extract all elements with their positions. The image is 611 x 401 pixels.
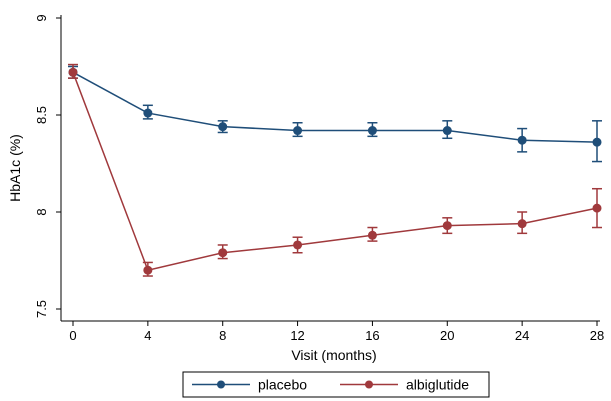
- legend-placebo-marker: [217, 380, 225, 389]
- legend-placebo-label: placebo: [258, 377, 307, 393]
- data-point-placebo: [592, 137, 602, 147]
- axes: 7.5 8 8.5 9 0 4 8 12 16 20 24 28: [34, 14, 604, 343]
- data-point-placebo: [143, 108, 153, 118]
- x-axis-title: Visit (months): [291, 347, 376, 363]
- y-tick-label: 7.5: [34, 300, 49, 318]
- legend-albiglutide-label: albiglutide: [406, 377, 469, 393]
- series-line-placebo: [72, 71, 598, 143]
- legend: placebo albiglutide: [182, 371, 490, 398]
- x-tick-label: 12: [290, 328, 304, 343]
- data-point-placebo: [218, 122, 228, 132]
- legend-albiglutide-marker: [365, 380, 373, 389]
- x-tick-label: 4: [144, 328, 151, 343]
- x-tick-label: 8: [219, 328, 226, 343]
- x-tick-label: 0: [69, 328, 76, 343]
- y-axis-title: HbA1c (%): [7, 134, 23, 202]
- data-point-albiglutide: [218, 248, 228, 258]
- x-tick-label: 20: [440, 328, 454, 343]
- x-tick-label: 16: [365, 328, 379, 343]
- data-point-albiglutide: [293, 240, 303, 250]
- y-tick-label: 8.5: [34, 106, 49, 124]
- data-point-placebo: [517, 135, 527, 145]
- series-line-albiglutide: [72, 72, 598, 272]
- y-tick-label: 9: [34, 14, 49, 21]
- data-point-placebo: [442, 126, 452, 136]
- data-point-placebo: [293, 126, 303, 136]
- x-tick-label: 24: [515, 328, 529, 343]
- y-tick-label: 8: [34, 208, 49, 215]
- data-point-placebo: [367, 126, 377, 136]
- data-point-albiglutide: [68, 67, 78, 77]
- data-point-albiglutide: [143, 265, 153, 275]
- data-point-albiglutide: [517, 219, 527, 229]
- data-point-albiglutide: [442, 221, 452, 231]
- series-group: [68, 63, 602, 277]
- x-tick-label: 28: [590, 328, 604, 343]
- data-point-albiglutide: [367, 230, 377, 240]
- data-point-albiglutide: [592, 203, 602, 213]
